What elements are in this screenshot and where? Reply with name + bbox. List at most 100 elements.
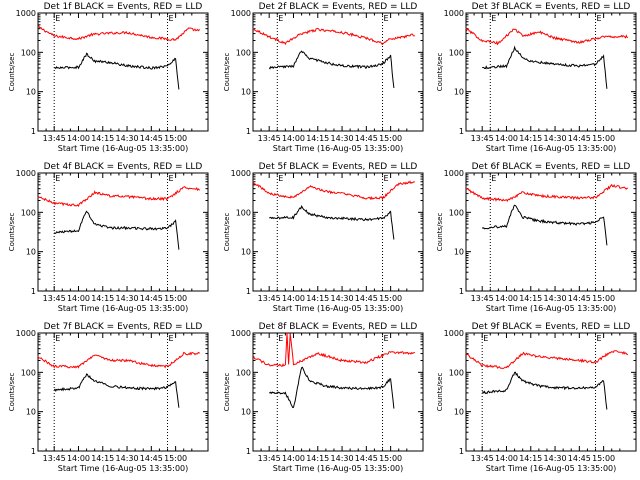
chart-panel: Det 9f BLACK = Events, RED = LLD 1 10 100 10… [436, 322, 637, 473]
y-tick-label: 1 [459, 447, 464, 456]
x-tick-label: 15:00 [379, 454, 402, 463]
x-tick-label: 14:15 [91, 454, 114, 463]
chart-title: Det 5f BLACK = Events, RED = LLD [259, 162, 418, 172]
x-tick-label: 14:45 [140, 294, 163, 303]
x-tick-label: 15:00 [592, 454, 615, 463]
x-axis-label: Start Time (16-Aug-05 13:35:00) [273, 464, 404, 473]
x-tick-label: 13:45 [471, 134, 494, 143]
y-tick-label: 1000 [444, 329, 464, 338]
events-series-line [268, 205, 395, 240]
x-tick-label: 14:45 [568, 134, 591, 143]
y-tick-label: 10 [454, 248, 464, 257]
y-axis-label: Counts/sec [8, 53, 16, 92]
y-tick-label: 1000 [444, 9, 464, 18]
chart-title: Det 7f BLACK = Events, RED = LLD [44, 322, 203, 332]
lld-series-line [37, 186, 201, 208]
chart-panel: Det 2f BLACK = Events, RED = LLD 1 10 100 10… [223, 2, 424, 153]
y-tick-label: 1 [31, 127, 36, 136]
x-tick-label: 14:15 [306, 454, 329, 463]
y-tick-label: 1 [31, 447, 36, 456]
x-tick-label: 14:15 [91, 134, 114, 143]
y-tick-label: 1000 [231, 169, 251, 178]
events-series-line [53, 210, 180, 250]
event-marker-label: E [384, 174, 389, 183]
chart-title: Det 3f BLACK = Events, RED = LLD [472, 2, 631, 12]
events-series-line [482, 45, 608, 89]
lld-series-line [465, 28, 628, 46]
y-axis-label: Counts/sec [436, 213, 444, 252]
lld-series-line [37, 351, 200, 369]
x-axis-label: Start Time (16-Aug-05 13:35:00) [486, 144, 617, 153]
y-tick-label: 1 [459, 287, 464, 296]
events-series-line [481, 371, 608, 410]
y-axis-label: Counts/sec [436, 373, 444, 412]
y-tick-label: 10 [26, 408, 36, 417]
y-tick-label: 1 [459, 127, 464, 136]
x-tick-label: 15:00 [164, 294, 187, 303]
y-tick-label: 10 [241, 248, 251, 257]
x-tick-label: 14:30 [331, 134, 354, 143]
y-tick-label: 1 [246, 287, 251, 296]
event-marker-label: E [278, 14, 283, 23]
y-axis-label: Counts/sec [223, 373, 231, 412]
x-tick-label: 13:45 [258, 134, 281, 143]
y-tick-label: 10 [454, 88, 464, 97]
chart-title: Det 9f BLACK = Events, RED = LLD [472, 322, 631, 332]
y-tick-label: 100 [449, 48, 464, 57]
event-marker-label: E [597, 14, 602, 23]
x-tick-label: 14:15 [306, 134, 329, 143]
event-marker-label: E [483, 334, 488, 343]
y-tick-label: 10 [241, 408, 251, 417]
chart-panel: Det 4f BLACK = Events, RED = LLD 1 10 100 10… [8, 162, 209, 313]
x-tick-label: 14:30 [544, 294, 567, 303]
x-tick-label: 14:15 [519, 294, 542, 303]
chart-title: Det 1f BLACK = Events, RED = LLD [44, 2, 203, 12]
y-axis-label: Counts/sec [8, 213, 16, 252]
x-tick-label: 14:00 [67, 294, 90, 303]
x-tick-label: 14:45 [568, 454, 591, 463]
plot-frame [37, 172, 209, 292]
event-marker-label: E [491, 14, 496, 23]
x-tick-label: 14:45 [140, 454, 163, 463]
x-tick-label: 14:45 [355, 134, 378, 143]
y-tick-label: 1000 [16, 329, 36, 338]
y-tick-label: 100 [21, 48, 36, 57]
plot-frame [37, 12, 209, 132]
x-tick-label: 14:00 [67, 454, 90, 463]
events-series-line [268, 50, 395, 88]
event-marker-label: E [278, 174, 283, 183]
x-tick-label: 14:15 [306, 294, 329, 303]
x-axis-label: Start Time (16-Aug-05 13:35:00) [273, 304, 404, 313]
chart-title: Det 4f BLACK = Events, RED = LLD [44, 162, 203, 172]
y-tick-label: 10 [454, 408, 464, 417]
lld-series-line [465, 350, 628, 370]
y-tick-label: 100 [21, 368, 36, 377]
y-tick-label: 1 [246, 127, 251, 136]
lld-series-line [465, 183, 629, 203]
x-tick-label: 14:30 [331, 294, 354, 303]
x-axis-label: Start Time (16-Aug-05 13:35:00) [486, 464, 617, 473]
x-tick-label: 14:30 [116, 294, 139, 303]
y-tick-label: 100 [236, 368, 251, 377]
lld-series-line [252, 180, 415, 201]
chart-title: Det 2f BLACK = Events, RED = LLD [259, 2, 418, 12]
plot-frame [252, 172, 424, 292]
event-marker-label: E [491, 174, 496, 183]
x-axis-label: Start Time (16-Aug-05 13:35:00) [58, 144, 189, 153]
x-tick-label: 14:15 [519, 134, 542, 143]
lld-series-line [252, 27, 415, 46]
lld-series-line [37, 25, 201, 42]
events-series-line [268, 366, 395, 409]
event-marker-label: E [169, 14, 174, 23]
x-tick-label: 14:45 [355, 454, 378, 463]
chart-title: Det 8f BLACK = Events, RED = LLD [259, 322, 418, 332]
event-marker-label: E [278, 334, 283, 343]
plot-frame [465, 172, 637, 292]
x-tick-label: 14:00 [495, 454, 518, 463]
x-tick-label: 15:00 [379, 294, 402, 303]
x-tick-label: 14:30 [331, 454, 354, 463]
x-tick-label: 14:45 [140, 134, 163, 143]
chart-panel: Det 7f BLACK = Events, RED = LLD 1 10 100 10… [8, 322, 209, 473]
x-tick-label: 14:30 [544, 134, 567, 143]
chart-panel: Det 1f BLACK = Events, RED = LLD 1 10 100 10… [8, 2, 209, 153]
